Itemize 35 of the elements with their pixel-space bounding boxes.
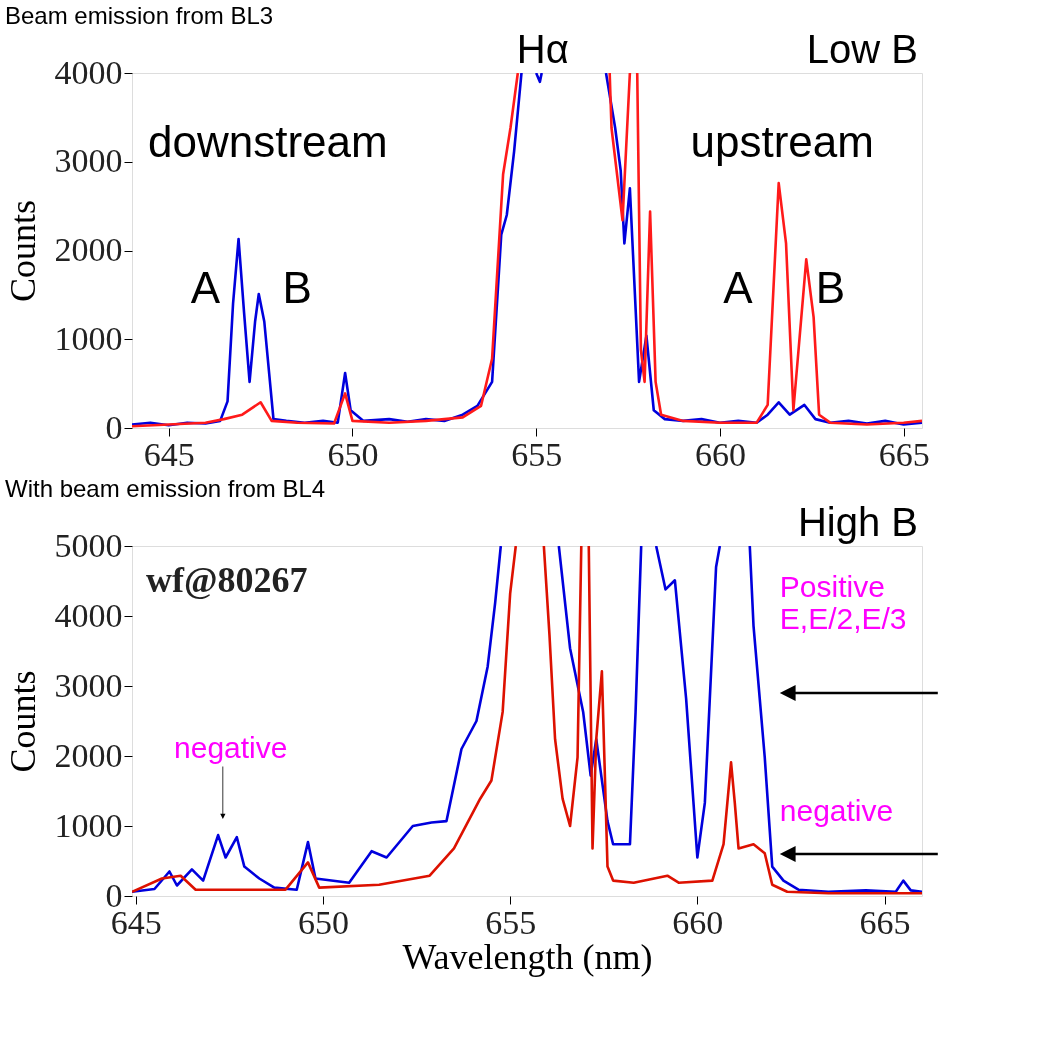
x-tick-label: 645 [143,435,195,473]
annotation: A [190,262,221,312]
chart-title: With beam emission from BL4 [5,475,326,502]
annotation: negative [779,794,894,827]
x-tick-label: 650 [297,903,349,941]
annotation: B [815,262,846,312]
annotation: Positive E,E/2,E/3 [779,570,907,635]
y-axis-title: Counts [2,199,43,303]
y-tick-label: 3000 [54,666,123,704]
y-tick-label: 5000 [54,526,123,564]
annotation: A [723,262,754,312]
text: Low B [806,27,918,71]
y-tick-label: 1000 [54,806,123,844]
x-tick-label: 655 [511,435,563,473]
x-tick-label: 660 [694,435,746,473]
y-tick-label: 4000 [54,596,123,634]
y-tick-label: 4000 [54,53,123,91]
y-tick-label: 0 [105,408,123,446]
x-tick-label: 665 [859,903,911,941]
y-tick-label: 2000 [54,231,123,268]
x-tick-label: 665 [878,435,930,473]
y-tick-label: 1000 [54,319,123,357]
x-tick-label: 650 [327,435,379,473]
text: Hα [516,27,569,71]
y-tick-label: 3000 [54,142,123,180]
y-tick-label: 2000 [54,736,123,774]
annotation: negative [174,731,288,764]
chart-subtitle: wf@80267 [146,560,308,600]
chart-title: Beam emission from BL3 [5,2,274,29]
annotation: downstream [148,117,388,166]
annotation: B [282,262,312,312]
x-tick-label: 660 [672,903,724,941]
annotation: upstream [690,117,874,166]
y-axis-title: Counts [2,670,43,773]
text: High B [797,500,918,544]
